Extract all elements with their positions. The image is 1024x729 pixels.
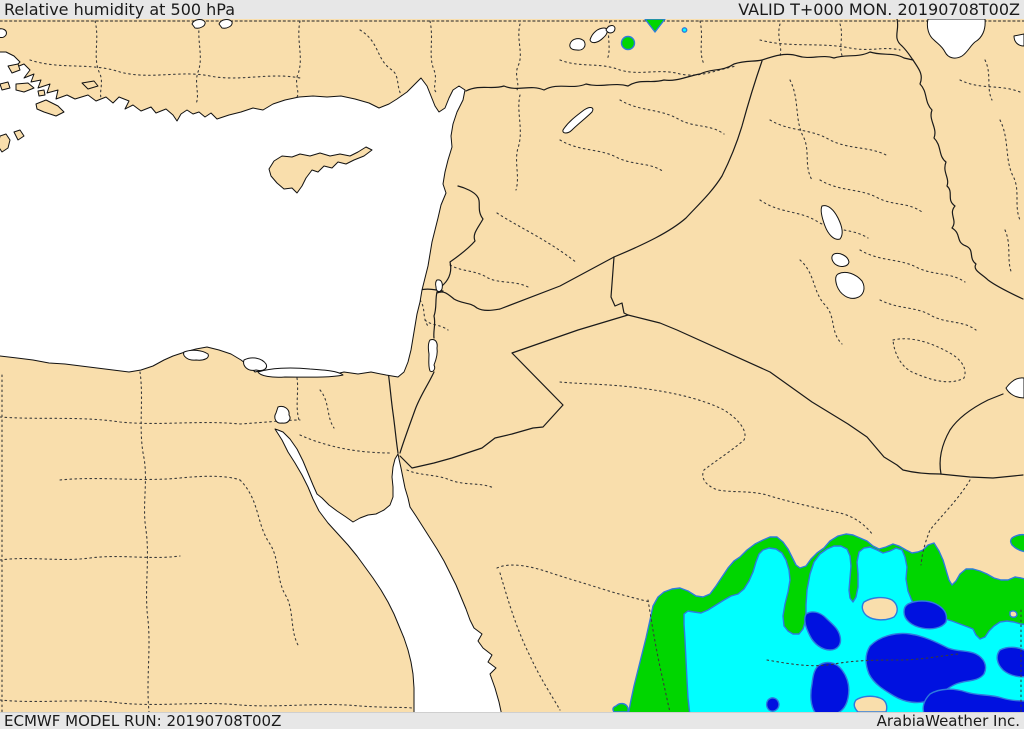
country-borders [387,19,1024,479]
admin-borders [0,20,1022,713]
valid-time-label: VALID T+000 MON. 20190708T00Z [738,0,1020,19]
lake-assad [562,107,594,134]
border-iran [896,19,1024,300]
lake-beysehir [218,19,233,29]
border-syria-iraq [613,60,763,258]
humidity-region-very-high [765,600,1024,713]
border-jordan-river [433,291,438,339]
lake-habbaniyah [831,253,850,267]
border-israel-egypt [387,370,399,454]
persian-gulf-tip [1005,377,1024,399]
model-run-label: ECMWF MODEL RUN: 20190708T00Z [4,711,282,729]
border-kuwait [939,393,1004,475]
border-saudi-iraq [627,314,1024,479]
lake-tharthar [820,205,843,240]
border-jordan-iraq [610,256,629,316]
lake-van [926,19,986,59]
border-jordan-syria [436,256,615,311]
humidity-dry-pockets [853,596,1018,713]
status-bar: ECMWF MODEL RUN: 20190708T00Z ArabiaWeat… [0,712,1024,729]
company-label: ArabiaWeather Inc. [876,711,1020,729]
water-bodies [0,19,1024,713]
border-turkey-syria-iraq [465,51,914,92]
humidity-overlay [612,19,1024,713]
cyprus-island [268,146,373,194]
lake-bardawil [257,367,344,378]
turkish-lake-a [569,38,586,51]
map-title: Relative humidity at 500 hPa [4,0,236,19]
sea-of-galilee [435,279,443,292]
dead-sea [427,339,438,372]
delta-lagoon [183,349,209,361]
title-bar: Relative humidity at 500 hPa VALID T+000… [0,0,1024,19]
lake-manzala [243,357,267,371]
border-jordan-saudi [399,314,629,469]
lake-egirdir [191,19,206,29]
border-israel-jordan-arava [399,371,435,454]
bitter-lake [274,406,291,424]
border-lebanon [436,185,484,293]
marmara-inlet [0,28,7,38]
lake-razzaza [835,271,865,299]
turkish-lake-c [605,25,616,34]
red-sea [274,428,502,713]
aegean-islands [0,63,373,194]
lake-urmia [1013,33,1024,47]
